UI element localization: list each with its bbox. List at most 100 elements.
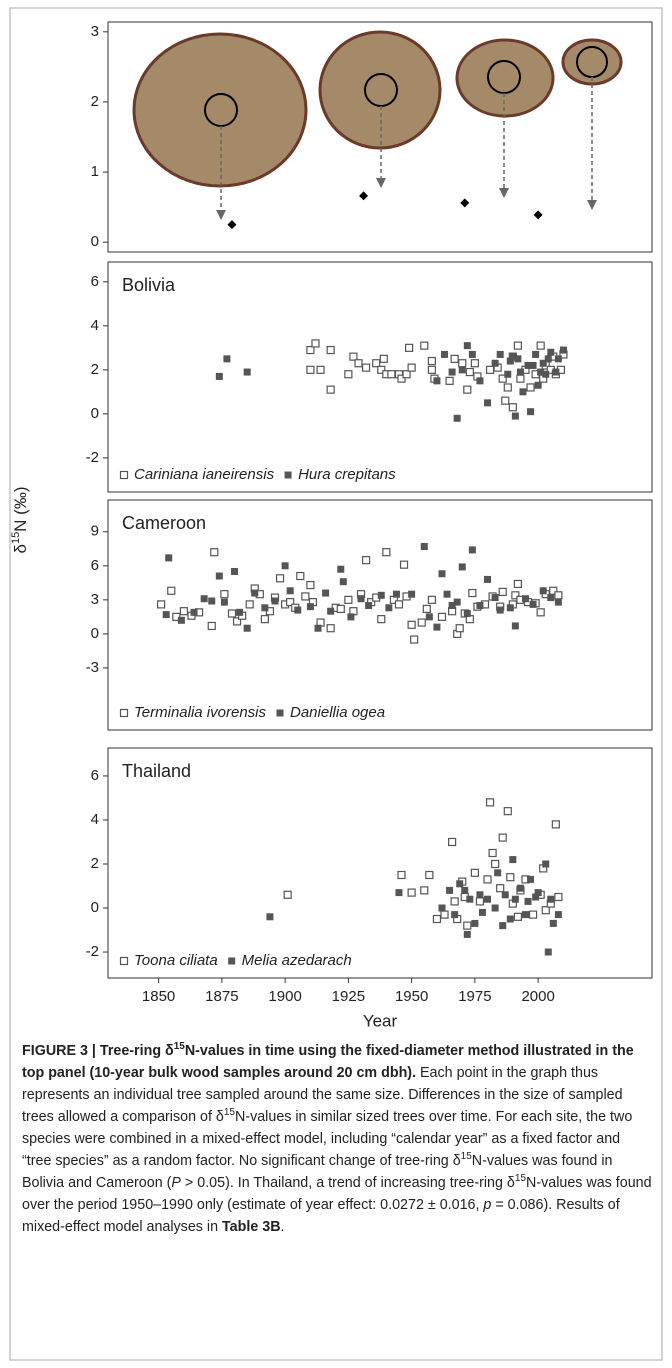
point (554, 598, 562, 606)
point (537, 368, 545, 376)
point (499, 922, 507, 930)
caption-text: = 0.086). Results of mixed-effect model … (22, 1197, 620, 1235)
point (461, 886, 469, 894)
point (463, 342, 471, 350)
point (453, 598, 461, 606)
caption-text: > 0.05). In Thailand, a trend of increas… (180, 1175, 515, 1191)
point (450, 354, 459, 363)
point (519, 388, 527, 396)
point (511, 591, 520, 600)
point (245, 600, 254, 609)
legend-marker (276, 709, 284, 717)
point (527, 408, 535, 416)
point (382, 548, 391, 557)
point (496, 606, 504, 614)
point (422, 604, 431, 614)
x-axis-label: Year (363, 1011, 398, 1030)
point (407, 620, 416, 629)
point (261, 604, 269, 612)
point (552, 368, 560, 376)
point (417, 618, 426, 627)
point (397, 870, 406, 880)
point (365, 602, 373, 610)
point (243, 368, 251, 376)
panel-title: Thailand (122, 761, 191, 781)
point (443, 590, 451, 598)
point (544, 355, 552, 363)
point (377, 615, 386, 624)
point (532, 350, 540, 358)
point (410, 635, 419, 644)
point (432, 914, 442, 924)
point (395, 889, 403, 897)
point (513, 341, 522, 350)
point (509, 353, 517, 361)
point (516, 374, 525, 383)
point (554, 892, 563, 902)
y-label-sup: 15 (10, 532, 22, 544)
point (344, 370, 353, 379)
panel-frame (107, 261, 653, 493)
point (336, 604, 345, 614)
point (445, 376, 454, 385)
point (463, 609, 471, 617)
point (542, 860, 550, 868)
point (453, 414, 461, 422)
point (465, 367, 474, 377)
point (232, 617, 242, 626)
point (533, 210, 543, 220)
point (349, 352, 358, 361)
point (526, 383, 535, 392)
point (260, 615, 269, 624)
point (547, 895, 555, 903)
point (491, 904, 499, 912)
point (484, 895, 492, 903)
y-tick-label: 6 (91, 557, 99, 574)
point (339, 578, 347, 586)
point (448, 837, 457, 847)
point (402, 370, 411, 379)
point (190, 608, 198, 616)
point (554, 355, 562, 363)
y-tick-label: 6 (91, 767, 99, 784)
point (231, 567, 239, 575)
point (478, 908, 486, 916)
caption-text: N-values was found over the period 1950–… (22, 1175, 652, 1213)
caption-sup: 15 (514, 1173, 527, 1185)
y-tick-label: 4 (91, 317, 99, 334)
point (177, 616, 185, 624)
point (394, 600, 404, 609)
point (433, 623, 441, 631)
legend-marker (119, 956, 129, 966)
point (485, 365, 495, 374)
point (296, 571, 305, 581)
point (511, 622, 519, 630)
point (361, 363, 371, 372)
legend-marker (284, 471, 292, 479)
panel-title: Cameroon (122, 513, 206, 533)
point (408, 590, 416, 598)
y-tick-label: 9 (91, 523, 99, 540)
y-tick-label: 0 (91, 899, 99, 916)
point (399, 560, 409, 569)
point (483, 875, 492, 884)
y-tick-label: -2 (86, 943, 99, 960)
caption-sup: 15 (173, 1041, 185, 1053)
point (438, 570, 446, 578)
y-tick-label: 6 (91, 273, 99, 290)
point (503, 807, 512, 816)
point (551, 820, 560, 829)
point (223, 355, 231, 363)
point (220, 590, 229, 599)
point (361, 556, 371, 565)
point (496, 884, 505, 893)
y-axis-label: δ15N (‰) (10, 486, 31, 553)
y-tick-label: 0 (91, 233, 99, 250)
point (470, 868, 479, 877)
point (427, 365, 436, 374)
point (286, 587, 294, 595)
point (392, 590, 400, 598)
point (227, 609, 237, 618)
point (437, 612, 447, 621)
point (220, 598, 228, 606)
